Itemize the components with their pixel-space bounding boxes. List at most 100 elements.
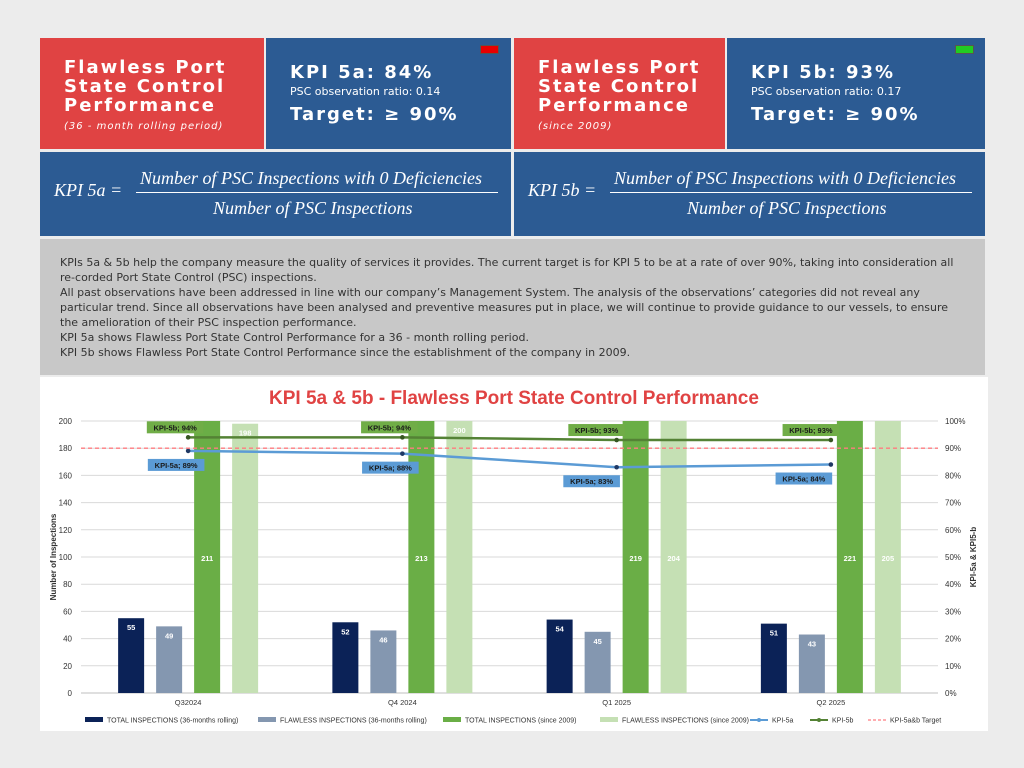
bar xyxy=(584,631,611,693)
y2-tick-label: 70% xyxy=(945,499,961,508)
kpi5b-data-label-bg xyxy=(782,424,840,437)
legend-swatch xyxy=(85,717,103,722)
bar-value-label: 198 xyxy=(239,429,252,438)
kpi5b-data-label-bg xyxy=(361,421,418,434)
bar-value-label: 221 xyxy=(844,554,857,563)
bar-value-label: 219 xyxy=(629,554,642,563)
legend-marker xyxy=(817,718,821,722)
bar xyxy=(156,626,183,693)
bar-value-label: 213 xyxy=(415,554,428,563)
y2-tick-label: 10% xyxy=(945,662,961,671)
bar-value-label: 204 xyxy=(667,554,680,563)
x-tick-label: Q2 2025 xyxy=(816,698,845,707)
kpi5a-title-line3: Performance xyxy=(64,95,216,116)
y2-tick-label: 60% xyxy=(945,526,961,535)
bar-value-label: 46 xyxy=(379,635,387,644)
y-axis-title: Number of Inspections xyxy=(49,513,58,600)
series-point xyxy=(614,437,619,443)
kpi5a-period: (36 - month rolling period) xyxy=(64,121,224,132)
bar-value-label: 55 xyxy=(127,623,135,632)
y2-tick-label: 30% xyxy=(945,607,961,616)
kpi5b-title-line1: Flawless Port xyxy=(538,57,701,78)
bar xyxy=(370,630,397,693)
kpi5a-title-line1: Flawless Port xyxy=(64,57,227,78)
kpi5a-data-label-bg xyxy=(362,461,419,474)
x-tick-label: Q32024 xyxy=(175,698,202,707)
kpi-chart: KPI 5a & 5b - Flawless Port State Contro… xyxy=(49,388,978,725)
kpi5a-value: KPI 5a: 84% xyxy=(290,62,434,83)
y-tick-label: 80 xyxy=(63,580,72,589)
series-line xyxy=(188,449,831,469)
legend-label: KPI-5b xyxy=(832,718,854,725)
bar xyxy=(798,634,825,693)
y-tick-label: 60 xyxy=(63,607,72,616)
series-point xyxy=(400,435,405,440)
bar-value-label: 52 xyxy=(341,627,349,636)
legend-label: TOTAL INSPECTIONS (36-months rolling) xyxy=(107,718,238,725)
series-point xyxy=(828,462,834,467)
kpi5a-value-panel: KPI 5a: 84% PSC observation ratio: 0.14 … xyxy=(266,38,511,149)
description-paragraph-1: KPIs 5a & 5b help the company measure th… xyxy=(60,256,954,284)
series-point xyxy=(185,435,191,440)
kpi5a-title-panel: Flawless Port State Control Performance … xyxy=(40,38,264,149)
kpi5a-data-label: KPI-5a; 89% xyxy=(155,461,198,470)
legend-swatch xyxy=(600,717,618,722)
kpi5b-target: Target: ≥ 90% xyxy=(751,104,920,125)
kpi5b-fraction-bar xyxy=(610,192,972,193)
description-paragraph-3: KPI 5a shows Flawless Port State Control… xyxy=(60,331,529,344)
kpi5a-fraction-bar xyxy=(136,192,498,193)
kpi5a-data-label: KPI-5a; 84% xyxy=(782,475,825,484)
bar-value-label: 51 xyxy=(770,629,778,638)
bar xyxy=(546,619,573,693)
y-tick-label: 160 xyxy=(59,471,73,480)
kpi5b-data-label-bg xyxy=(146,421,204,434)
kpi5a-data-label-bg xyxy=(775,472,833,485)
y-tick-label: 20 xyxy=(63,662,72,671)
kpi5a-data-label: KPI-5a; 83% xyxy=(570,477,613,486)
kpi5b-data-label: KPI-5b; 93% xyxy=(789,426,833,435)
bar xyxy=(836,421,863,693)
kpi5a-data-label-bg xyxy=(563,475,620,488)
series-point xyxy=(828,437,834,443)
kpi5b-formula-lhs: KPI 5b = xyxy=(528,180,597,200)
bar xyxy=(332,622,359,693)
chart-panel: KPI 5a & 5b - Flawless Port State Contro… xyxy=(40,377,988,731)
kpi5a-formula-denominator: Number of PSC Inspections xyxy=(213,198,413,218)
legend-marker xyxy=(757,718,761,722)
legend-label: FLAWLESS INSPECTIONS (36-months rolling) xyxy=(280,718,427,725)
kpi5a-data-label: KPI-5a; 88% xyxy=(369,464,412,473)
description-panel: KPIs 5a & 5b help the company measure th… xyxy=(40,239,985,375)
y-tick-label: 140 xyxy=(59,499,73,508)
kpi5b-title-panel: Flawless Port State Control Performance … xyxy=(514,38,725,149)
kpi5b-title-line3: Performance xyxy=(538,95,690,116)
kpi5b-data-label-bg xyxy=(568,424,625,437)
y-tick-label: 0 xyxy=(68,689,73,698)
bar xyxy=(446,421,473,693)
kpi5a-title-line2: State Control xyxy=(64,76,226,97)
kpi5b-value: KPI 5b: 93% xyxy=(751,62,896,83)
legend-label: KPI-5a xyxy=(772,718,794,725)
y2-axis-title: KPI-5a & KPI5-b xyxy=(969,527,978,588)
kpi5b-formula-panel: KPI 5b = Number of PSC Inspections with … xyxy=(514,152,985,236)
y-tick-label: 40 xyxy=(63,635,72,644)
y-tick-label: 120 xyxy=(59,526,73,535)
kpi5b-data-label: KPI-5b; 93% xyxy=(575,426,619,435)
kpi5a-data-label-bg xyxy=(147,458,205,471)
bar-value-label: 54 xyxy=(555,625,564,634)
y2-tick-label: 80% xyxy=(945,471,961,480)
kpi5b-formula-denominator: Number of PSC Inspections xyxy=(687,198,887,218)
kpi5a-ratio: PSC observation ratio: 0.14 xyxy=(290,85,441,98)
bar-value-label: 211 xyxy=(201,554,213,563)
description-paragraph-2: All past observations have been addresse… xyxy=(60,286,949,329)
y2-tick-label: 100% xyxy=(945,417,965,426)
bar-value-label: 43 xyxy=(808,640,816,649)
kpi5b-data-label: KPI-5b; 94% xyxy=(368,423,412,432)
series-point xyxy=(614,464,619,470)
kpi5b-data-label: KPI-5b; 94% xyxy=(153,423,197,432)
bar-value-label: 49 xyxy=(165,631,173,640)
kpi5a-formula-lhs: KPI 5a = xyxy=(54,180,123,200)
kpi5b-value-panel: KPI 5b: 93% PSC observation ratio: 0.17 … xyxy=(727,38,985,149)
kpi5b-formula-numerator: Number of PSC Inspections with 0 Deficie… xyxy=(614,168,956,188)
kpi5a-formula-numerator: Number of PSC Inspections with 0 Deficie… xyxy=(140,168,482,188)
series-point xyxy=(400,451,405,456)
